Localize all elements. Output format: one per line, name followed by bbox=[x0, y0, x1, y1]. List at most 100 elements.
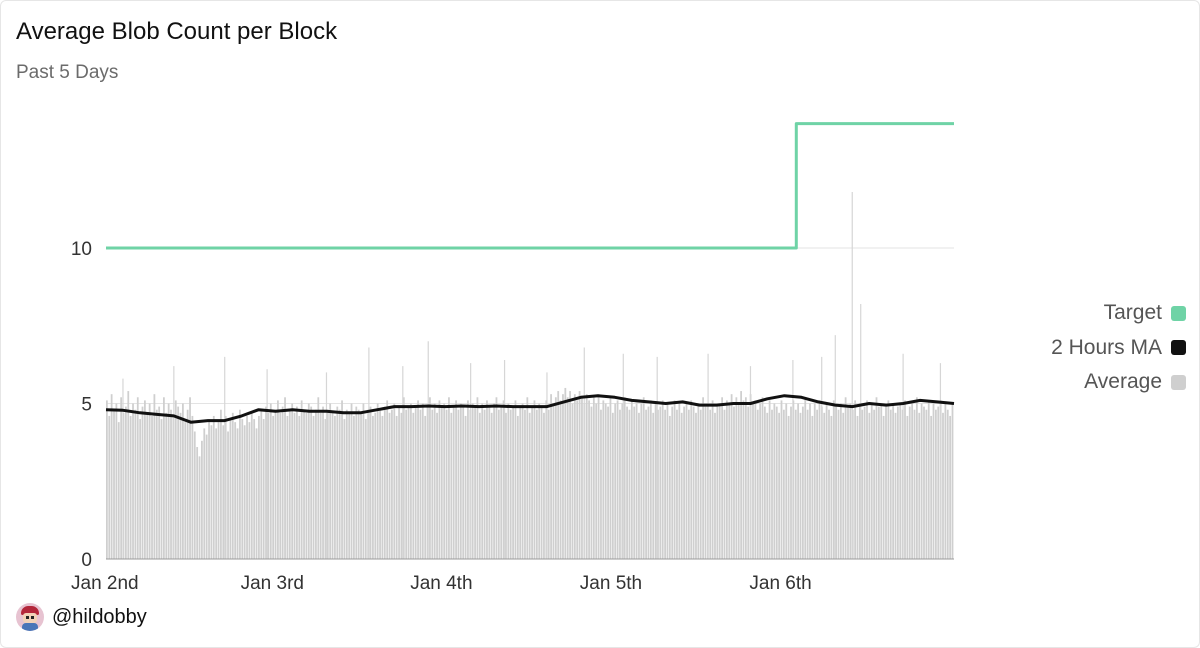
bar-average bbox=[816, 409, 819, 559]
bar-average bbox=[801, 406, 804, 559]
bar-average bbox=[291, 403, 294, 559]
series-line-2-hours-ma bbox=[105, 394, 955, 424]
bar-average bbox=[412, 412, 415, 559]
bar-average bbox=[728, 403, 731, 559]
bar-average bbox=[319, 412, 322, 559]
bar-average bbox=[778, 412, 780, 559]
bar-average bbox=[248, 422, 251, 559]
bar-average bbox=[695, 412, 697, 559]
bar-average bbox=[364, 419, 367, 559]
bar-average bbox=[174, 400, 177, 559]
bar-average bbox=[585, 394, 588, 559]
bar-average bbox=[474, 406, 476, 559]
bar-average bbox=[191, 415, 194, 559]
bar-average bbox=[614, 403, 617, 559]
bar-average bbox=[592, 397, 595, 559]
bar-average bbox=[775, 406, 778, 559]
bar-average bbox=[716, 406, 719, 559]
bar-average bbox=[106, 400, 108, 559]
bar-average bbox=[239, 409, 241, 559]
bar-average bbox=[880, 403, 883, 559]
bar-average bbox=[887, 400, 890, 559]
legend-label-average: Average bbox=[1084, 370, 1162, 394]
bar-average bbox=[590, 406, 593, 559]
bar-average bbox=[417, 400, 419, 559]
bar-average bbox=[885, 406, 887, 559]
bar-average bbox=[825, 403, 828, 559]
bar-average bbox=[507, 403, 510, 559]
bar-average bbox=[255, 428, 258, 559]
bar-average bbox=[236, 428, 239, 559]
bar-average bbox=[471, 403, 474, 559]
bar-average bbox=[253, 419, 256, 559]
bar-average bbox=[923, 406, 925, 559]
bar-average bbox=[215, 428, 218, 559]
bar-average bbox=[818, 400, 821, 559]
bar-average bbox=[488, 406, 491, 559]
bar-average bbox=[524, 409, 526, 559]
bar-average bbox=[326, 409, 329, 559]
bar-average bbox=[336, 406, 339, 559]
bar-average bbox=[203, 428, 206, 559]
bar-average bbox=[476, 397, 479, 559]
bar-average bbox=[628, 409, 631, 559]
author: @hildobby bbox=[16, 603, 147, 631]
bar-average bbox=[108, 415, 111, 559]
bar-average bbox=[611, 412, 614, 559]
bar-average bbox=[393, 403, 396, 559]
bar-average bbox=[220, 409, 222, 559]
legend: Target 2 Hours MA Average bbox=[1051, 296, 1186, 400]
bar-average bbox=[210, 425, 213, 559]
bar-average bbox=[231, 412, 234, 559]
legend-item-average[interactable]: Average bbox=[1051, 365, 1186, 400]
bar-average bbox=[547, 409, 550, 559]
bar-average bbox=[673, 400, 676, 559]
bar-average bbox=[569, 391, 571, 559]
bar-average bbox=[668, 415, 671, 559]
bar-average bbox=[680, 412, 683, 559]
bar-average bbox=[566, 397, 569, 559]
bar-average bbox=[927, 400, 930, 559]
bar-average bbox=[512, 406, 514, 559]
bar-average bbox=[849, 403, 852, 559]
legend-item-2h-ma[interactable]: 2 Hours MA bbox=[1051, 331, 1186, 366]
bar-average bbox=[281, 406, 284, 559]
bar-average bbox=[153, 394, 156, 559]
bar-average bbox=[388, 412, 391, 559]
bar-average bbox=[360, 412, 362, 559]
bar-average bbox=[721, 397, 723, 559]
bar-average bbox=[457, 409, 460, 559]
bar-average bbox=[652, 412, 655, 559]
bar-average bbox=[692, 406, 695, 559]
bar-average bbox=[619, 409, 621, 559]
x-tick-label-jan-3rd: Jan 3rd bbox=[241, 573, 304, 594]
bar-average bbox=[642, 397, 645, 559]
bar-average bbox=[113, 409, 115, 559]
legend-item-target[interactable]: Target bbox=[1051, 296, 1186, 331]
bar-average bbox=[531, 406, 533, 559]
bar-average bbox=[813, 403, 816, 559]
bar-average bbox=[842, 412, 845, 559]
bar-average bbox=[165, 412, 168, 559]
bar-average bbox=[925, 409, 928, 559]
bar-average bbox=[136, 397, 139, 559]
bar-average bbox=[262, 419, 265, 559]
bar-average bbox=[533, 400, 536, 559]
bar-average bbox=[621, 403, 624, 559]
bar-average bbox=[234, 422, 237, 559]
bar-average bbox=[307, 403, 310, 559]
bar-average bbox=[338, 409, 341, 559]
bar-average bbox=[144, 400, 146, 559]
bar-average bbox=[258, 415, 260, 559]
bar-average bbox=[835, 406, 838, 559]
legend-swatch-2h-ma bbox=[1171, 340, 1186, 356]
bar-average bbox=[787, 415, 790, 559]
bar-average bbox=[725, 400, 728, 559]
bar-average bbox=[222, 425, 225, 559]
bar-average bbox=[754, 400, 757, 559]
bar-average bbox=[324, 419, 327, 559]
bar-average bbox=[875, 397, 878, 559]
bar-average bbox=[160, 419, 163, 559]
bar-average bbox=[478, 412, 481, 559]
